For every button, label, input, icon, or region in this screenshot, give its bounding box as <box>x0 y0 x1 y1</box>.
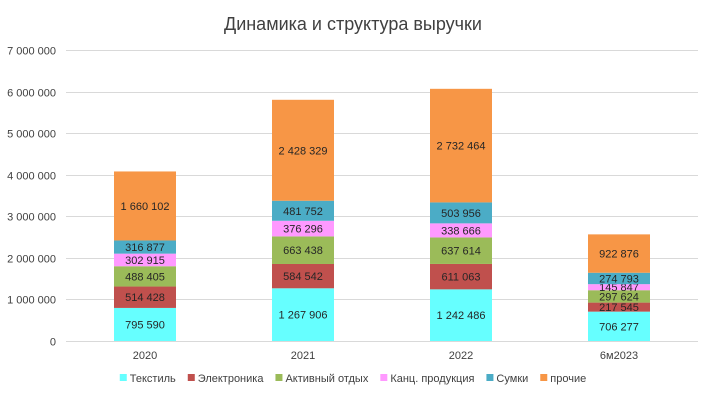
data-label: 706 277 <box>599 321 639 333</box>
data-label: 316 877 <box>125 242 165 254</box>
x-tick-label: 2020 <box>133 350 157 362</box>
data-label: 481 752 <box>283 206 323 218</box>
x-tick-label: 6м2023 <box>600 350 638 362</box>
y-tick-label: 3 000 000 <box>7 212 56 224</box>
legend-item: Канц. продукция <box>380 373 474 385</box>
legend-label: Электроника <box>198 373 265 385</box>
data-label: 1 242 486 <box>437 310 486 322</box>
bar-segment <box>114 286 176 308</box>
data-label: 2 732 464 <box>437 141 486 153</box>
y-tick-label: 6 000 000 <box>7 88 56 100</box>
bar-segment <box>114 240 176 254</box>
data-label: 611 063 <box>442 272 481 284</box>
data-label: 145 847 <box>599 282 639 294</box>
legend-item: Электроника <box>187 373 265 385</box>
data-label: 922 876 <box>599 249 639 261</box>
bar-segment <box>272 263 334 289</box>
y-tick-label: 4 000 000 <box>7 171 56 183</box>
legend-swatch <box>380 374 388 381</box>
data-label: 503 956 <box>441 208 481 220</box>
y-tick-label: 0 <box>50 337 56 349</box>
y-tick-label: 5 000 000 <box>7 129 56 141</box>
bar-segment <box>430 202 492 224</box>
legend-item: Сумки <box>486 373 528 385</box>
data-label: 2 428 329 <box>279 145 328 157</box>
y-tick-label: 7 000 000 <box>7 46 56 58</box>
data-label: 297 624 <box>599 291 639 303</box>
bar-segment <box>430 88 492 203</box>
legend-label: Канц. продукция <box>390 373 474 385</box>
legend-swatch <box>540 374 548 381</box>
data-label: 274 793 <box>599 273 639 285</box>
legend-label: Текстиль <box>130 373 176 385</box>
data-label: 795 590 <box>125 319 165 331</box>
legend-swatch <box>119 374 127 381</box>
bar-segment <box>272 236 334 264</box>
bar-segment <box>272 220 334 237</box>
y-axis: 0 1 000 000 2 000 000 3 000 000 4 000 000 5 0… <box>7 46 56 349</box>
legend-label: Активный отдых <box>285 373 368 385</box>
x-tick-label: 2022 <box>449 350 473 362</box>
data-label: 302 915 <box>125 255 165 267</box>
bar-segment <box>588 302 650 312</box>
data-label: 637 614 <box>441 246 481 258</box>
data-label: 514 428 <box>125 292 165 304</box>
legend-item: Текстиль <box>119 373 176 385</box>
bar-segment <box>430 237 492 264</box>
bar-segment <box>430 263 492 290</box>
data-label: 1 267 906 <box>279 310 328 322</box>
bar-segment <box>588 311 650 341</box>
legend-swatch <box>187 374 195 381</box>
data-label: 1 660 102 <box>121 201 170 213</box>
x-axis: 2020 2021 2022 6м2023 <box>133 350 638 362</box>
y-tick-label: 1 000 000 <box>7 295 56 307</box>
legend-item: Активный отдых <box>275 373 369 385</box>
data-label: 338 666 <box>441 225 481 237</box>
data-label: 217 545 <box>599 302 639 314</box>
legend-label: Сумки <box>496 373 528 385</box>
bar-segment <box>272 200 334 221</box>
bar-segment <box>272 99 334 201</box>
legend-swatch <box>486 374 494 381</box>
data-label: 488 405 <box>125 271 165 283</box>
legend: Текстиль Электроника Активный отдых Канц. п… <box>119 373 586 385</box>
bar-segment <box>272 288 334 341</box>
bar-segment <box>430 289 492 341</box>
bar-segment <box>114 171 176 241</box>
legend-item: прочие <box>540 373 586 385</box>
data-label: 376 296 <box>283 224 323 236</box>
legend-label: прочие <box>550 373 586 385</box>
bar-segment <box>114 253 176 267</box>
bar-segment <box>114 307 176 341</box>
chart-title: Динамика и структура выручки <box>224 14 482 34</box>
data-label: 584 542 <box>283 271 323 283</box>
y-tick-label: 2 000 000 <box>7 254 56 266</box>
data-label: 663 438 <box>283 245 323 257</box>
bar-segment <box>588 234 650 273</box>
bar-segment <box>588 272 650 285</box>
bar-segment <box>588 284 650 291</box>
bar-segment <box>588 290 650 303</box>
bar-segment <box>114 266 176 287</box>
bar-segment <box>430 223 492 238</box>
legend-swatch <box>275 374 283 381</box>
x-tick-label: 2021 <box>291 350 315 362</box>
